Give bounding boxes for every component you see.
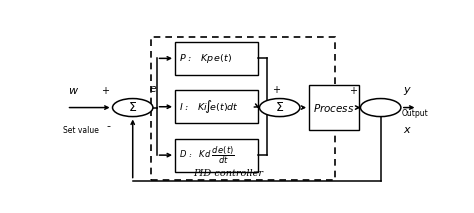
Circle shape bbox=[259, 99, 300, 117]
Text: $D$ :   $Kd\,\dfrac{d\,e(t)}{dt}$: $D$ : $Kd\,\dfrac{d\,e(t)}{dt}$ bbox=[179, 144, 234, 166]
Text: $\Sigma$: $\Sigma$ bbox=[275, 101, 284, 114]
Text: PID controller: PID controller bbox=[193, 169, 263, 178]
Text: -: - bbox=[107, 121, 111, 131]
Text: $P$ :   $Kp\,e(t)$: $P$ : $Kp\,e(t)$ bbox=[179, 52, 232, 65]
Text: +: + bbox=[349, 86, 357, 96]
Bar bbox=[309, 85, 359, 130]
Text: $y$: $y$ bbox=[403, 85, 412, 97]
Text: $\Sigma$: $\Sigma$ bbox=[128, 101, 137, 114]
Circle shape bbox=[112, 99, 153, 117]
Bar bbox=[175, 42, 258, 75]
Text: $w$: $w$ bbox=[68, 86, 80, 96]
Bar bbox=[175, 139, 258, 171]
Text: $Process$: $Process$ bbox=[313, 102, 355, 114]
Text: $e$: $e$ bbox=[149, 84, 157, 94]
Text: $I$ :   $Ki\!\int\!e(t)dt$: $I$ : $Ki\!\int\!e(t)dt$ bbox=[179, 98, 238, 115]
Text: $x$: $x$ bbox=[403, 125, 412, 135]
Text: Output: Output bbox=[401, 109, 428, 118]
Text: +: + bbox=[272, 85, 280, 95]
Circle shape bbox=[360, 99, 401, 117]
Bar bbox=[151, 37, 335, 180]
Bar bbox=[175, 90, 258, 123]
Text: Set value: Set value bbox=[63, 126, 99, 135]
Text: +: + bbox=[101, 86, 109, 96]
